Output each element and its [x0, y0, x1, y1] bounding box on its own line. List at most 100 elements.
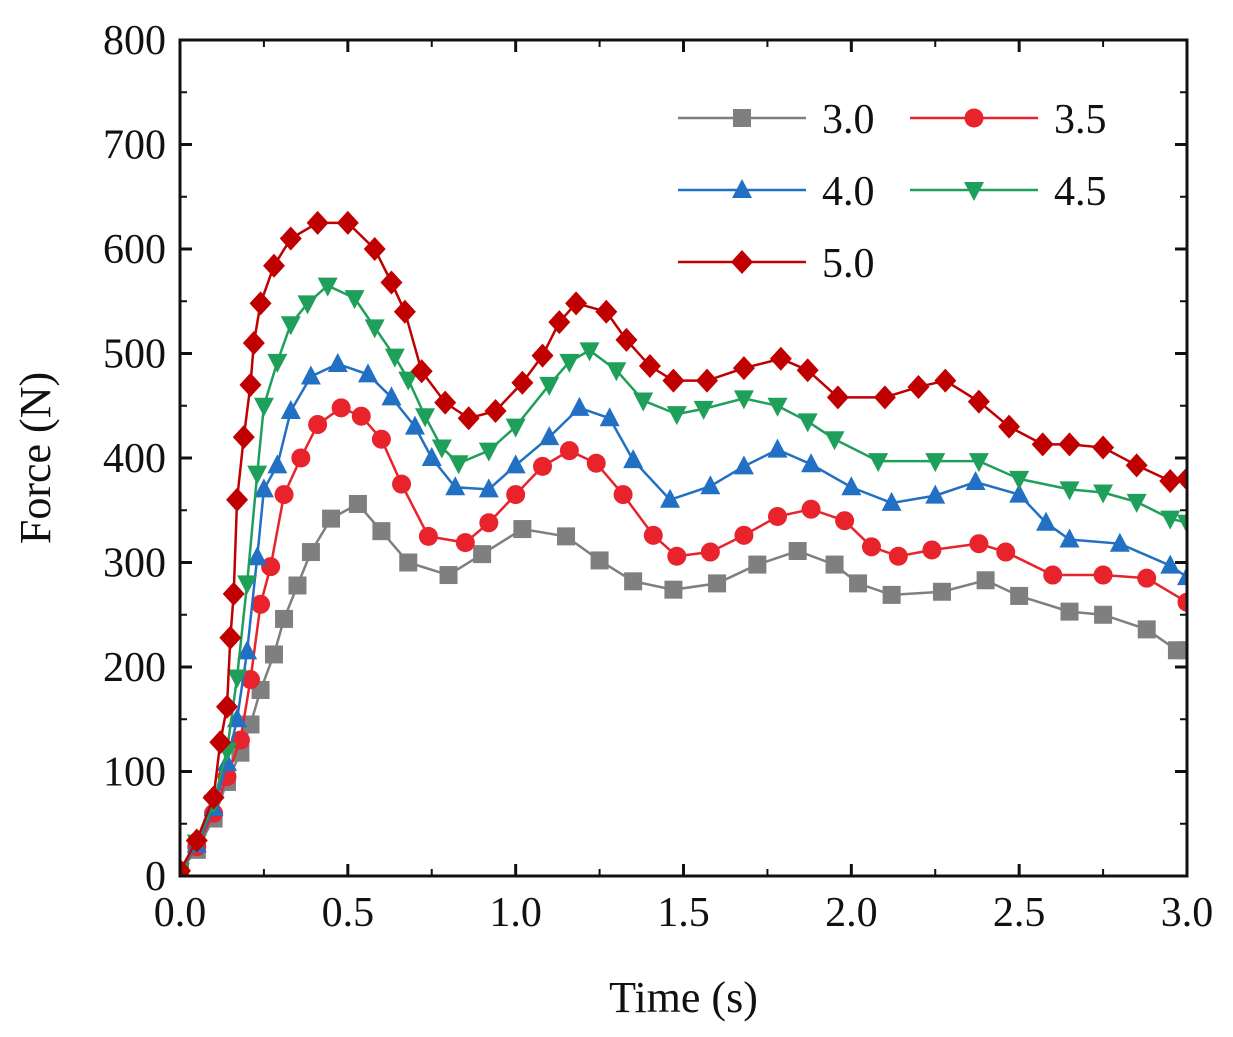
data-point-5.0	[484, 398, 507, 423]
data-point-4.0	[253, 478, 274, 498]
data-point-4.5	[1160, 510, 1181, 530]
legend-label-5.0: 5.0	[822, 241, 875, 287]
data-point-4.5	[606, 362, 627, 382]
data-point-4.0	[881, 491, 902, 511]
data-point-3.0	[1094, 605, 1113, 624]
data-point-3.0	[348, 494, 367, 513]
data-point-5.0	[209, 730, 232, 755]
data-point-3.0	[624, 572, 643, 591]
data-point-4.5	[868, 453, 889, 473]
data-point-3.5	[613, 485, 633, 505]
data-point-4.0	[925, 484, 946, 504]
data-point-4.5	[398, 371, 419, 391]
data-point-3.0	[1060, 602, 1079, 621]
data-point-4.0	[404, 415, 425, 435]
data-point-5.0	[565, 291, 588, 316]
x-tick-label: 1.0	[489, 890, 542, 936]
legend-label-3.5: 3.5	[1054, 97, 1107, 143]
legend-item-3.5: 3.5	[910, 97, 1107, 143]
legend-marker-4.5	[964, 182, 984, 201]
data-point-4.0	[381, 386, 402, 406]
legend-marker-5.0	[731, 250, 753, 274]
data-point-4.5	[364, 319, 385, 339]
y-tick-label: 500	[103, 332, 166, 378]
data-point-5.0	[967, 389, 990, 414]
data-point-3.5	[767, 507, 787, 527]
x-tick-label: 2.5	[993, 890, 1046, 936]
axis-tick-labels: 0.0 0.5 1.0 1.5 2.0 2.5 3.0 0 100 200 300 400 500 600…	[103, 18, 1213, 936]
data-point-4.0	[1009, 483, 1030, 503]
data-point-4.0	[801, 453, 822, 473]
data-point-5.0	[695, 368, 718, 393]
data-point-3.5	[888, 546, 908, 566]
data-point-4.5	[1177, 514, 1187, 534]
data-point-3.5	[667, 546, 687, 566]
data-point-5.0	[548, 310, 571, 335]
data-point-3.0	[399, 553, 418, 572]
data-point-4.0	[280, 399, 301, 419]
data-point-4.0	[569, 396, 590, 416]
data-point-4.5	[415, 408, 436, 428]
data-point-3.5	[506, 485, 526, 505]
data-point-5.0	[336, 210, 359, 235]
y-tick-label: 300	[103, 541, 166, 587]
data-point-5.0	[595, 299, 618, 324]
data-point-4.0	[623, 449, 644, 469]
data-point-5.0	[306, 210, 329, 235]
data-point-3.0	[557, 527, 576, 546]
y-tick-label: 0	[145, 854, 166, 900]
data-point-4.5	[297, 295, 318, 315]
data-point-3.0	[372, 522, 391, 541]
legend-item-4.0: 4.0	[678, 169, 875, 215]
series-4.5	[180, 277, 1187, 876]
data-point-3.0	[1137, 620, 1156, 639]
legend-item-5.0: 5.0	[678, 241, 875, 287]
y-tick-label: 800	[103, 18, 166, 64]
data-point-4.5	[317, 277, 338, 297]
data-point-3.5	[922, 540, 942, 560]
data-point-4.5	[478, 442, 499, 462]
data-point-3.0	[976, 571, 995, 590]
data-point-4.0	[767, 438, 788, 458]
data-point-3.5	[479, 513, 499, 533]
data-point-4.5	[539, 376, 560, 396]
data-point-4.0	[733, 455, 754, 475]
data-point-4.5	[579, 342, 600, 362]
data-point-5.0	[1058, 432, 1081, 457]
data-point-5.0	[934, 368, 957, 393]
data-point-3.5	[392, 474, 412, 494]
x-tick-label: 0.5	[322, 890, 375, 936]
data-point-3.0	[288, 576, 307, 595]
data-point-5.0	[511, 370, 534, 395]
y-tick-label: 600	[103, 227, 166, 273]
data-point-3.5	[261, 557, 281, 577]
data-point-4.5	[384, 348, 405, 368]
data-point-4.5	[247, 465, 268, 485]
data-point-3.0	[748, 555, 767, 574]
data-point-5.0	[410, 359, 433, 384]
plot-frame	[178, 38, 1189, 878]
y-tick-label: 200	[103, 645, 166, 691]
data-point-5.0	[380, 270, 403, 295]
data-point-4.5	[824, 431, 845, 451]
data-point-4.0	[841, 476, 862, 496]
y-tick-label: 400	[103, 436, 166, 482]
series-line-5.0	[180, 221, 1187, 872]
data-point-5.0	[662, 368, 685, 393]
data-point-4.0	[1177, 566, 1187, 586]
data-point-4.5	[237, 575, 258, 595]
data-point-4.0	[660, 488, 681, 508]
data-point-3.5	[1093, 565, 1113, 585]
data-point-4.5	[767, 397, 788, 417]
data-point-4.0	[247, 546, 268, 566]
data-point-5.0	[262, 253, 285, 278]
series-3.5	[180, 398, 1187, 876]
data-point-5.0	[1176, 466, 1187, 491]
x-tick-label: 0.0	[154, 890, 207, 936]
data-point-3.5	[861, 537, 881, 557]
data-point-3.5	[643, 525, 663, 545]
data-point-4.0	[357, 363, 378, 383]
data-point-5.0	[615, 327, 638, 352]
data-point-4.5	[505, 418, 526, 438]
